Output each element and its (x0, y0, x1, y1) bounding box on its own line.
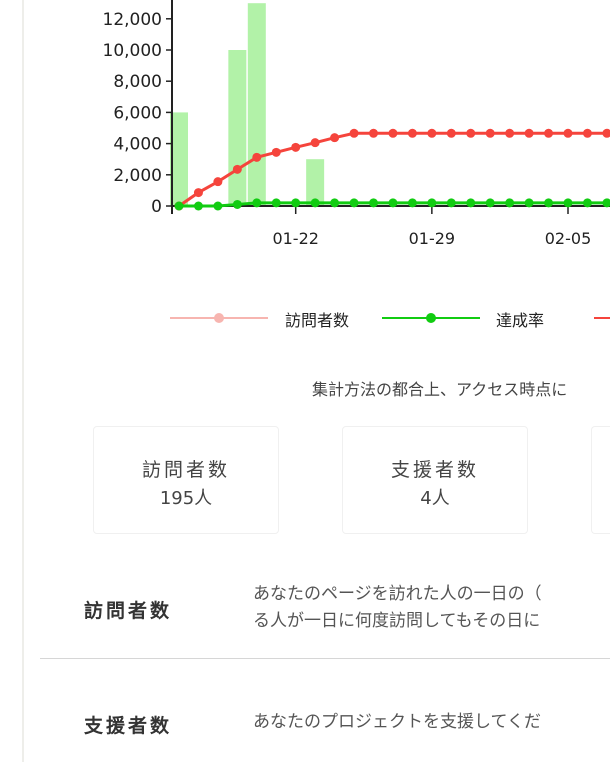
series-point (174, 201, 184, 211)
stat-card-value: 195人 (159, 488, 213, 509)
series-point (330, 133, 340, 143)
bar (247, 3, 266, 207)
divider (40, 658, 610, 659)
y-tick-label: 8,000 (113, 72, 162, 92)
bar (170, 112, 188, 206)
series-point (524, 198, 534, 208)
series-point (349, 128, 359, 138)
series-point (602, 128, 610, 138)
series-point (466, 198, 476, 208)
legend-label-rate: 達成率 (496, 311, 545, 330)
stat-card-supporters: 支援者数 4人 (342, 426, 528, 534)
definition-text-visitors: あなたのページを訪れた人の一日の（ る人が一日に何度訪問してもその日に (253, 581, 542, 635)
y-tick-label: 12,000 (103, 10, 162, 30)
series-point (271, 198, 281, 208)
bar (228, 50, 247, 206)
legend-visitors-dot (214, 313, 224, 323)
series-point (407, 198, 417, 208)
series-point (427, 128, 437, 138)
legend-marks (170, 313, 610, 323)
stat-card-title: 訪問者数 (141, 459, 230, 481)
series-point (252, 152, 262, 162)
stat-card-visitors: 訪問者数 195人 (93, 426, 279, 534)
legend-label-visitors: 訪問者数 (285, 311, 350, 330)
series-point (369, 198, 378, 208)
series-point (466, 128, 476, 138)
definition-title-supporters: 支援者数 (84, 715, 173, 737)
series-point (563, 128, 573, 138)
series-point (193, 188, 203, 198)
aggregation-note: 集計方法の都合上、アクセス時点に (312, 380, 568, 399)
series-point (213, 177, 223, 187)
series-point (213, 201, 223, 211)
content-border (22, 0, 24, 762)
definition-line: あなたのプロジェクトを支援してくだ (253, 712, 541, 732)
series-point (232, 199, 242, 209)
y-tick-label: 6,000 (113, 103, 162, 123)
stat-card-third (591, 426, 610, 534)
x-tick-label: 01-29 (409, 229, 456, 248)
series-point (446, 128, 456, 138)
series-point (271, 147, 281, 157)
y-tick-label: 4,000 (113, 135, 162, 155)
series-point (369, 128, 378, 138)
series-point (505, 128, 515, 138)
stat-card-value: 4人 (420, 488, 450, 509)
legend-rate-dot (426, 313, 436, 323)
series-point (602, 198, 610, 208)
series-point (544, 198, 554, 208)
series-point (310, 198, 320, 208)
bar (306, 159, 325, 206)
series-point (485, 198, 495, 208)
series-point (524, 128, 534, 138)
x-tick-label: 02-05 (545, 229, 592, 248)
series-point (388, 198, 398, 208)
series-point (349, 198, 359, 208)
series-point (544, 128, 554, 138)
y-tick-label: 2,000 (113, 166, 162, 186)
series-point (330, 198, 340, 208)
definition-line: あなたのページを訪れた人の一日の（ (253, 584, 542, 604)
series-point (427, 198, 437, 208)
chart-legend: 訪問者数 達成率 (170, 305, 610, 331)
series-point (252, 198, 262, 208)
series-point (388, 128, 398, 138)
definition-line: る人が一日に何度訪問してもその日に (253, 611, 541, 631)
series-point (407, 128, 417, 138)
x-tick-label: 01-22 (272, 229, 319, 248)
series-point (582, 198, 592, 208)
series-point (446, 198, 456, 208)
series-point (505, 198, 515, 208)
series-point (291, 142, 301, 152)
definition-text-supporters: あなたのプロジェクトを支援してくだ (253, 709, 541, 736)
series-point (193, 201, 203, 211)
series-point (582, 128, 592, 138)
series-point (485, 128, 495, 138)
definition-title-visitors: 訪問者数 (84, 600, 173, 622)
series-point (232, 164, 242, 174)
stats-chart: 0 2,000 4,000 6,000 8,000 10,000 12,000 01-22 01… (103, 0, 610, 248)
y-tick-label: 0 (151, 197, 162, 217)
series-point (563, 198, 573, 208)
y-tick-label: 10,000 (103, 41, 162, 61)
stat-card-title: 支援者数 (390, 459, 479, 481)
series-point (291, 198, 301, 208)
series-point (310, 138, 320, 148)
